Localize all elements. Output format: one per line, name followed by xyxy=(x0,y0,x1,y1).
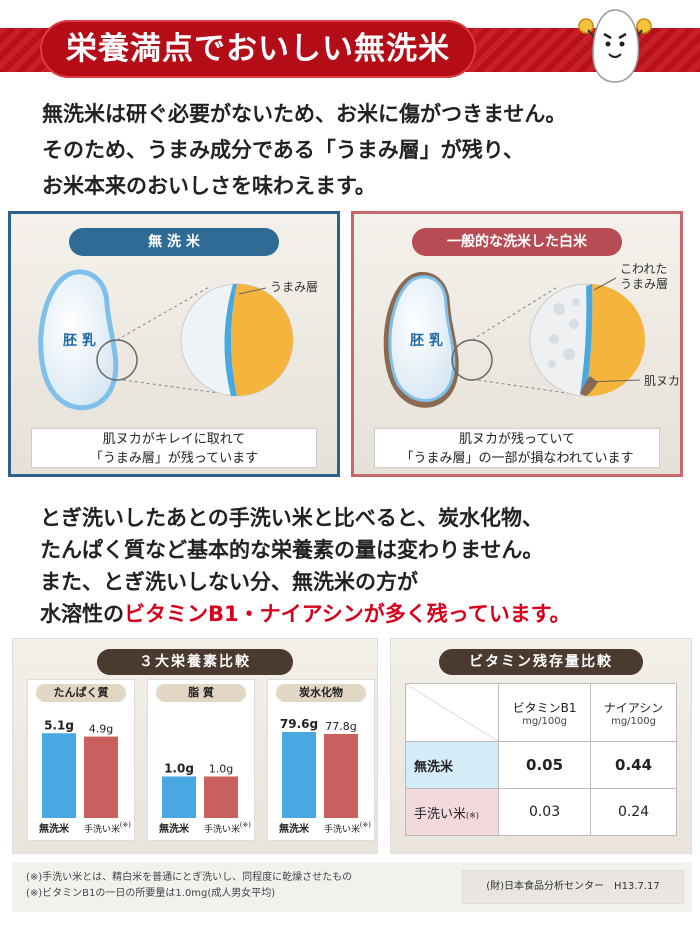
tearai-axis-label: 手洗い米 xyxy=(324,823,360,835)
tearai-axis-label: 手洗い米 xyxy=(204,823,240,835)
musenmai-b1-value: 0.05 xyxy=(497,741,592,789)
musenmai-niacin-value: 0.44 xyxy=(590,741,677,789)
row-label-musenmai: 無洗米 xyxy=(405,741,499,789)
tearai-b1-value: 0.03 xyxy=(497,788,592,836)
musenmai-axis-label: 無洗米 xyxy=(39,822,70,835)
nutrition-text: とぎ洗いしたあとの手洗い米と比べると、炭水化物、 たんぱく質など基本的な栄養素の… xyxy=(40,502,690,630)
broken-umami-line-2: うまみ層 xyxy=(620,277,669,291)
vitamin-b1-name: ビタミンB1 xyxy=(512,700,577,715)
bran-label: 肌ヌカ xyxy=(644,374,681,388)
broken-umami-line-1: こわれた xyxy=(620,262,668,276)
tearai-bar xyxy=(324,733,358,818)
nutrition-line-3: また、とぎ洗いしない分、無洗米の方が xyxy=(40,570,418,594)
tearai-footnote-mark: (※) xyxy=(360,821,372,829)
data-source: (財)日本食品分析センター H13.7.17 xyxy=(462,870,684,904)
row-label-tearai-mark: (※) xyxy=(466,810,479,820)
intro-line-1: 無洗米は研ぐ必要がないため、お米に傷がつきません。 xyxy=(42,102,567,126)
tearai-value-label: 4.9g xyxy=(89,723,113,736)
caption-line-2: 「うまみ層」が残っています xyxy=(89,451,259,466)
tearai-footnote-mark: (※) xyxy=(240,821,252,829)
washed-grain-diagram xyxy=(383,271,646,408)
nutrition-line-1: とぎ洗いしたあとの手洗い米と比べると、炭水化物、 xyxy=(40,506,543,530)
table-row: 手洗い米(※) 0.03 0.24 xyxy=(405,788,677,836)
intro-line-2: そのため、うまみ成分である「うまみ層」が残り、 xyxy=(42,138,524,162)
musenmai-value-label: 5.1g xyxy=(44,718,74,732)
fat-chart: 脂 質 1.0g 1.0g 無洗米 手洗い米 (※) xyxy=(147,679,255,841)
vitamin-b1-unit: mg/100g xyxy=(522,715,567,727)
musenmai-value-label: 79.6g xyxy=(280,717,318,731)
caption-line-1: 肌ヌカがキレイに取れて xyxy=(102,432,246,447)
tearai-footnote-mark: (※) xyxy=(120,821,132,829)
caption-line-2: 「うまみ層」の一部が損なわれています xyxy=(400,451,634,466)
tearai-axis-label: 手洗い米 xyxy=(84,823,120,835)
fat-chart-label: 脂 質 xyxy=(156,684,246,702)
nutrition-line-4-prefix: 水溶性の xyxy=(40,602,124,626)
tearai-value-label: 77.8g xyxy=(325,720,356,733)
broken-umami-label: こわれた うまみ層 xyxy=(620,262,668,292)
washed-rice-caption: 肌ヌカが残っていて 「うまみ層」の一部が損なわれています xyxy=(374,428,660,468)
endosperm-label: 胚 乳 xyxy=(63,333,96,349)
intro-line-3: お米本来のおいしさを味わえます。 xyxy=(42,174,376,198)
musenmai-axis-label: 無洗米 xyxy=(159,822,190,835)
nutrient-comparison: ３大栄養素比較 たんぱく質 5.1g 4.9g 無洗米 手洗い米 (※) 脂 質 1.0… xyxy=(12,638,378,854)
endosperm-label-right: 胚 乳 xyxy=(410,333,443,349)
tearai-bar xyxy=(204,776,238,818)
table-corner xyxy=(405,683,499,742)
caption-line-1: 肌ヌカが残っていて xyxy=(459,432,575,447)
carbohydrate-chart: 炭水化物 79.6g 77.8g 無洗米 手洗い米 (※) xyxy=(267,679,375,841)
vitamin-comparison: ビタミン残存量比較 ビタミンB1 mg/100g ナイアシン mg/100g 無… xyxy=(390,638,692,854)
protein-bars: 5.1g 4.9g 無洗米 手洗い米 (※) xyxy=(39,718,132,835)
musenmai-grain-diagram xyxy=(38,269,294,411)
tearai-value-label: 1.0g xyxy=(209,762,233,775)
table-header-row: ビタミンB1 mg/100g ナイアシン mg/100g xyxy=(405,683,677,742)
tearai-niacin-value: 0.24 xyxy=(590,788,677,836)
rice-mascot-icon xyxy=(578,9,652,83)
vitamin-highlight: ビタミンB1・ナイアシンが多く残っています。 xyxy=(124,602,571,626)
carbohydrate-bars: 79.6g 77.8g 無洗米 手洗い米 (※) xyxy=(279,717,372,835)
row-label-tearai: 手洗い米(※) xyxy=(405,788,499,836)
musenmai-panel: 無 洗 米 うまみ層 胚 乳 肌ヌカがキレイに取れて 「うまみ層」が残っています xyxy=(8,211,340,477)
musenmai-caption: 肌ヌカがキレイに取れて 「うまみ層」が残っています xyxy=(31,428,317,468)
protein-chart: たんぱく質 5.1g 4.9g 無洗米 手洗い米 (※) xyxy=(27,679,135,841)
footnote-1: (※)手洗い米とは、精白米を普通にとぎ洗いし、同程度に乾燥させたもの xyxy=(26,872,353,883)
vitamin-b1-header: ビタミンB1 mg/100g xyxy=(497,683,592,742)
intro-text: 無洗米は研ぐ必要がないため、お米に傷がつきません。 そのため、うまみ成分である「… xyxy=(42,96,682,204)
musenmai-bar xyxy=(42,733,76,818)
washed-rice-panel: 一般的な洗米した白米 こわれた うまみ層 肌ヌカ 胚 乳 肌ヌカが残っていて 「… xyxy=(351,211,683,477)
washed-rice-panel-title: 一般的な洗米した白米 xyxy=(412,228,622,256)
carbohydrate-chart-label: 炭水化物 xyxy=(276,684,366,702)
table-row: 無洗米 0.05 0.44 xyxy=(405,741,677,789)
fat-bars: 1.0g 1.0g 無洗米 手洗い米 (※) xyxy=(159,761,252,835)
musenmai-panel-title: 無 洗 米 xyxy=(69,228,279,256)
vitamin-comparison-title: ビタミン残存量比較 xyxy=(439,649,643,675)
vitamin-table: ビタミンB1 mg/100g ナイアシン mg/100g 無洗米 0.05 0.… xyxy=(405,683,677,836)
musenmai-bar xyxy=(282,732,316,818)
musenmai-bar xyxy=(162,776,196,818)
niacin-name: ナイアシン xyxy=(603,700,664,715)
tearai-bar xyxy=(84,736,118,818)
row-label-tearai-text: 手洗い米 xyxy=(414,806,467,822)
musenmai-axis-label: 無洗米 xyxy=(279,822,310,835)
protein-chart-label: たんぱく質 xyxy=(36,684,126,702)
nutrient-comparison-title: ３大栄養素比較 xyxy=(97,649,293,675)
nutrition-line-4: 水溶性のビタミンB1・ナイアシンが多く残っています。 xyxy=(40,598,690,630)
nutrition-line-2: たんぱく質など基本的な栄養素の量は変わりません。 xyxy=(40,538,544,562)
musenmai-value-label: 1.0g xyxy=(164,761,194,775)
umami-layer-label: うまみ層 xyxy=(270,280,319,294)
footnote-2: (※)ビタミンB1の一日の所要量は1.0mg(成人男女平均) xyxy=(26,888,276,899)
page-title: 栄養満点でおいしい無洗米 xyxy=(40,20,476,78)
niacin-header: ナイアシン mg/100g xyxy=(590,683,677,742)
niacin-unit: mg/100g xyxy=(611,715,656,727)
